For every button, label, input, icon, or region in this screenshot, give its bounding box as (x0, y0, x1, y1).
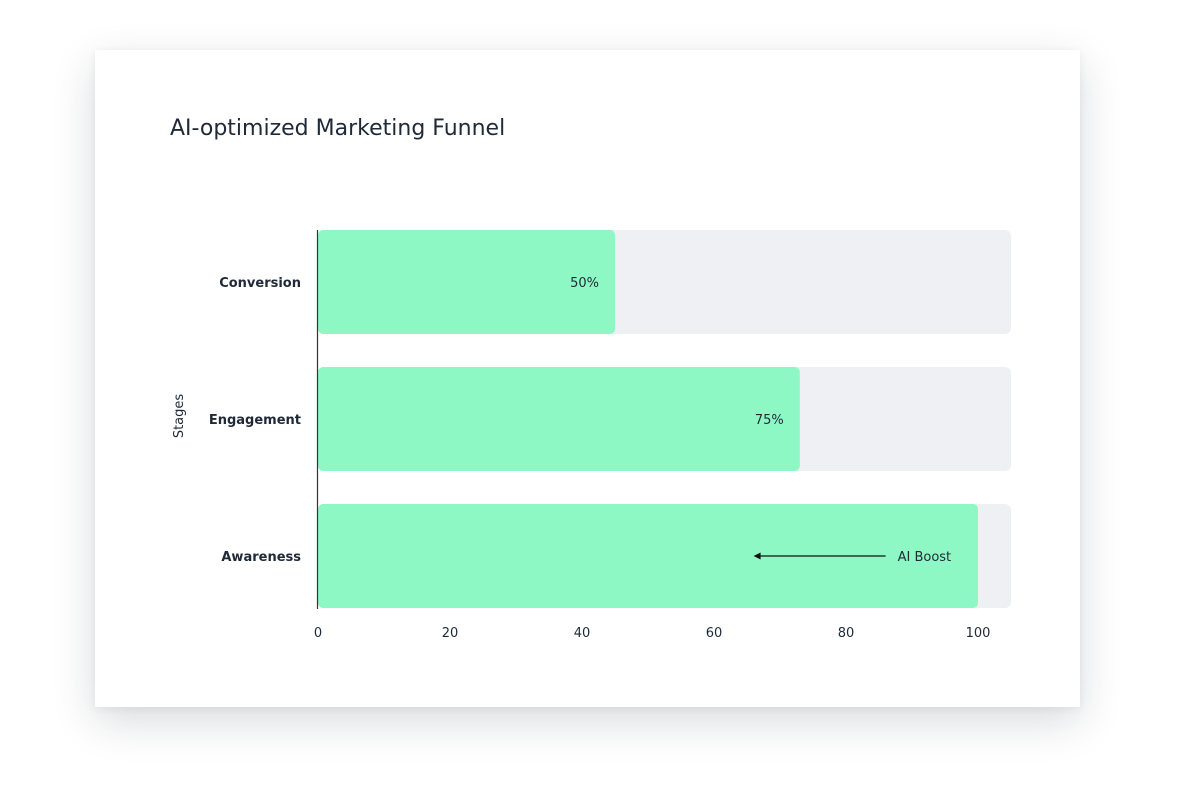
y-axis-title: Stages (172, 394, 187, 439)
x-tick-label-20: 20 (442, 626, 459, 641)
x-tick-label-80: 80 (838, 626, 855, 641)
chart-title: AI-optimized Marketing Funnel (170, 116, 506, 141)
category-label-conversion: Conversion (219, 276, 301, 291)
data-label-conversion: 50% (570, 276, 599, 291)
data-label-engagement: 75% (755, 413, 784, 428)
chart-card: AI-optimized Marketing Funnel Conversion… (95, 50, 1080, 707)
x-tick-label-60: 60 (706, 626, 723, 641)
annotation-layer: AI Boost (753, 550, 952, 565)
x-tick-label-100: 100 (966, 626, 991, 641)
category-label-engagement: Engagement (209, 413, 301, 428)
bar-engagement (318, 367, 800, 471)
tick-labels-layer: 0 20 40 60 80 100 (314, 626, 991, 641)
category-label-awareness: Awareness (221, 550, 301, 565)
chart-svg: Conversion Engagement Awareness 0 20 40 60 80 1… (172, 230, 1011, 641)
annotation-label: AI Boost (898, 550, 952, 565)
bars-layer (318, 230, 978, 608)
x-tick-label-40: 40 (574, 626, 591, 641)
annotation-arrow-head (753, 552, 761, 560)
category-labels-layer: Conversion Engagement Awareness (209, 276, 301, 565)
bar-awareness (318, 504, 978, 608)
x-tick-label-0: 0 (314, 626, 322, 641)
bar-conversion (318, 230, 615, 334)
data-labels-layer: 50% 75% (570, 276, 784, 428)
